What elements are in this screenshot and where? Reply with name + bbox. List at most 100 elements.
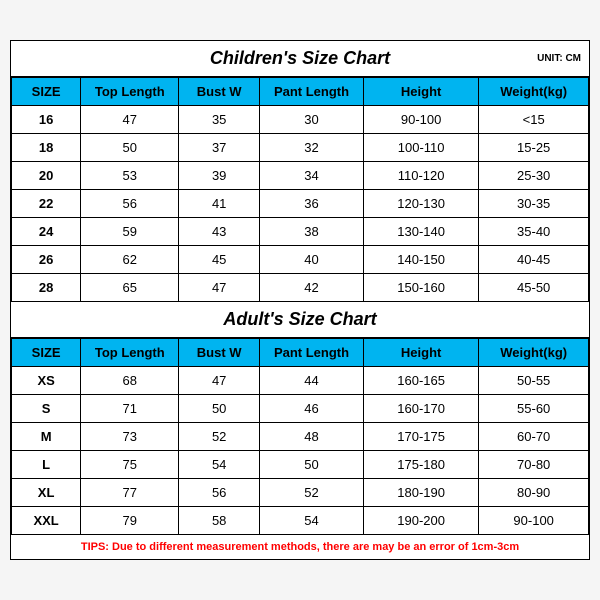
data-cell: 73: [81, 423, 179, 451]
column-header: Top Length: [81, 339, 179, 367]
table-row: L755450175-18070-80: [12, 451, 589, 479]
data-cell: 56: [81, 190, 179, 218]
data-cell: 71: [81, 395, 179, 423]
data-cell: 15-25: [479, 134, 589, 162]
data-cell: 60-70: [479, 423, 589, 451]
data-cell: 190-200: [363, 507, 478, 535]
adult-title-row: Adult's Size Chart: [11, 302, 589, 338]
column-header: Top Length: [81, 78, 179, 106]
data-cell: 34: [260, 162, 364, 190]
data-cell: 160-170: [363, 395, 478, 423]
size-cell: L: [12, 451, 81, 479]
column-header: Pant Length: [260, 78, 364, 106]
children-title-row: Children's Size Chart UNIT: CM: [11, 41, 589, 77]
data-cell: 50: [260, 451, 364, 479]
data-cell: 56: [179, 479, 260, 507]
data-cell: 59: [81, 218, 179, 246]
data-cell: 70-80: [479, 451, 589, 479]
column-header: Height: [363, 339, 478, 367]
table-row: 1647353090-100<15: [12, 106, 589, 134]
data-cell: 47: [179, 274, 260, 302]
data-cell: 75: [81, 451, 179, 479]
data-cell: 32: [260, 134, 364, 162]
table-row: 18503732100-11015-25: [12, 134, 589, 162]
data-cell: 140-150: [363, 246, 478, 274]
data-cell: 30: [260, 106, 364, 134]
table-row: M735248170-17560-70: [12, 423, 589, 451]
size-cell: 28: [12, 274, 81, 302]
data-cell: 48: [260, 423, 364, 451]
size-chart-container: Children's Size Chart UNIT: CM SIZETop L…: [10, 40, 590, 560]
data-cell: 38: [260, 218, 364, 246]
data-cell: 120-130: [363, 190, 478, 218]
data-cell: 175-180: [363, 451, 478, 479]
data-cell: 40: [260, 246, 364, 274]
data-cell: 77: [81, 479, 179, 507]
data-cell: 45-50: [479, 274, 589, 302]
data-cell: 62: [81, 246, 179, 274]
children-body: 1647353090-100<1518503732100-11015-25205…: [12, 106, 589, 302]
table-row: 20533934110-12025-30: [12, 162, 589, 190]
data-cell: 90-100: [363, 106, 478, 134]
size-cell: 18: [12, 134, 81, 162]
data-cell: 170-175: [363, 423, 478, 451]
table-row: 24594338130-14035-40: [12, 218, 589, 246]
data-cell: 80-90: [479, 479, 589, 507]
size-cell: S: [12, 395, 81, 423]
data-cell: 50: [81, 134, 179, 162]
data-cell: 150-160: [363, 274, 478, 302]
column-header: Weight(kg): [479, 78, 589, 106]
data-cell: 39: [179, 162, 260, 190]
adult-body: XS684744160-16550-55S715046160-17055-60M…: [12, 367, 589, 535]
data-cell: <15: [479, 106, 589, 134]
data-cell: 68: [81, 367, 179, 395]
data-cell: 47: [81, 106, 179, 134]
data-cell: 160-165: [363, 367, 478, 395]
data-cell: 36: [260, 190, 364, 218]
data-cell: 54: [260, 507, 364, 535]
adult-header-row: SIZETop LengthBust WPant LengthHeightWei…: [12, 339, 589, 367]
children-header-row: SIZETop LengthBust WPant LengthHeightWei…: [12, 78, 589, 106]
data-cell: 52: [260, 479, 364, 507]
adult-size-table: SIZETop LengthBust WPant LengthHeightWei…: [11, 338, 589, 535]
data-cell: 43: [179, 218, 260, 246]
data-cell: 44: [260, 367, 364, 395]
size-cell: XS: [12, 367, 81, 395]
column-header: SIZE: [12, 339, 81, 367]
data-cell: 52: [179, 423, 260, 451]
size-cell: 20: [12, 162, 81, 190]
size-cell: 16: [12, 106, 81, 134]
data-cell: 45: [179, 246, 260, 274]
column-header: SIZE: [12, 78, 81, 106]
data-cell: 25-30: [479, 162, 589, 190]
size-cell: 22: [12, 190, 81, 218]
data-cell: 37: [179, 134, 260, 162]
column-header: Pant Length: [260, 339, 364, 367]
children-size-table: SIZETop LengthBust WPant LengthHeightWei…: [11, 77, 589, 302]
data-cell: 42: [260, 274, 364, 302]
data-cell: 180-190: [363, 479, 478, 507]
size-cell: M: [12, 423, 81, 451]
data-cell: 40-45: [479, 246, 589, 274]
size-cell: XXL: [12, 507, 81, 535]
table-row: XXL795854190-20090-100: [12, 507, 589, 535]
data-cell: 79: [81, 507, 179, 535]
column-header: Weight(kg): [479, 339, 589, 367]
column-header: Bust W: [179, 78, 260, 106]
column-header: Height: [363, 78, 478, 106]
data-cell: 53: [81, 162, 179, 190]
data-cell: 41: [179, 190, 260, 218]
size-cell: 24: [12, 218, 81, 246]
data-cell: 50-55: [479, 367, 589, 395]
data-cell: 47: [179, 367, 260, 395]
table-row: XS684744160-16550-55: [12, 367, 589, 395]
data-cell: 55-60: [479, 395, 589, 423]
data-cell: 100-110: [363, 134, 478, 162]
table-row: XL775652180-19080-90: [12, 479, 589, 507]
size-cell: XL: [12, 479, 81, 507]
tips-text: TIPS: Due to different measurement metho…: [11, 535, 589, 559]
children-title: Children's Size Chart: [11, 48, 589, 69]
data-cell: 46: [260, 395, 364, 423]
data-cell: 54: [179, 451, 260, 479]
data-cell: 110-120: [363, 162, 478, 190]
